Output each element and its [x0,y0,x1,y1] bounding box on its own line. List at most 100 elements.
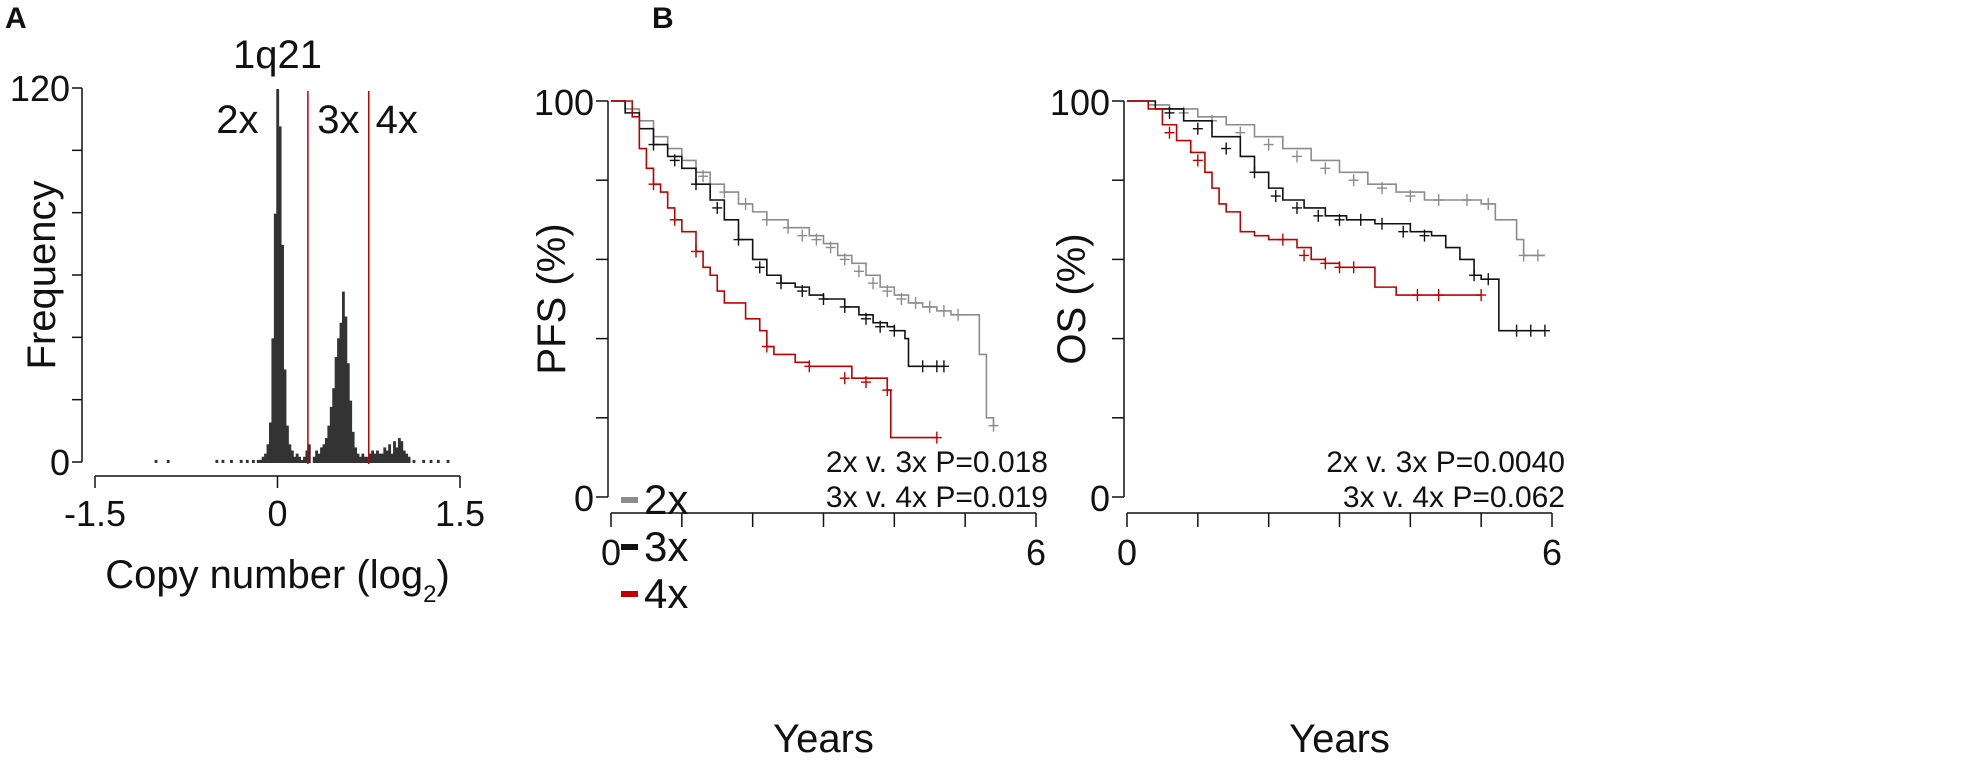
y-tick-label: 0 [50,442,70,483]
histogram-bar [405,453,409,463]
histogram-bar [337,338,340,463]
histogram-bar [278,126,282,464]
histogram-bar [359,456,362,463]
p-value-label: 3x v. 4x P=0.062 [1343,481,1565,514]
histogram-bar [261,456,265,463]
histogram-bar [356,453,360,463]
x-tick-label: 6 [1542,532,1562,573]
x-axis-title: Years [773,717,874,760]
histogram-bar [276,89,280,463]
histogram-bar [312,456,316,463]
legend-label-3x: 3x [644,523,688,570]
copy-number-label: 2x [216,98,258,142]
histogram-bar [397,438,401,463]
legend-label-4x: 4x [644,570,688,617]
y-tick-label: 0 [1090,478,1110,519]
copy-number-label: 3x [317,98,359,142]
histogram-bar [264,453,267,463]
km-curve-2x [1127,100,1545,257]
histogram-bar [256,459,260,463]
histogram-bar [283,369,287,463]
histogram-bar [295,453,299,463]
histogram-bar [351,431,355,463]
histogram-bar [400,441,404,463]
histogram-bar [215,459,219,463]
histogram-bars [154,89,450,464]
x-tick-label: 0 [267,493,287,534]
histogram-bar [320,447,323,463]
histogram-bar [245,459,249,463]
km-curve-3x [1127,100,1545,332]
histogram-axes: -1.5 0 1.5 0 120 [10,68,485,534]
histogram-bar [305,450,309,463]
histogram-bar [446,459,450,463]
histogram-bar [380,453,384,463]
km-curve-4x [611,100,937,439]
histogram-bar [303,456,306,463]
histogram-bar [388,444,392,463]
histogram-bar [349,400,353,463]
y-tick-label: 0 [574,478,594,519]
histogram-bar [259,459,263,463]
histogram-bar [361,453,365,463]
histogram-bar [385,450,389,463]
histogram-bar [154,459,158,463]
histogram-bar [402,450,406,463]
histogram-bar [290,450,294,463]
y-tick-label: 120 [10,68,70,109]
histogram-bar [429,459,433,463]
histogram-bar [436,459,440,463]
histogram-bar [327,425,331,463]
y-axis-title: OS (%) [1050,233,1094,364]
histogram-bar [273,213,277,463]
histogram-bar [286,425,289,463]
histogram-bar [230,459,233,463]
histogram-bar [332,388,336,463]
km-curve-3x [611,100,944,368]
histogram-bar [268,422,272,463]
y-tick-label: 100 [534,82,594,123]
histogram-bar [322,444,326,463]
x-axis-title: Years [1289,717,1390,760]
histogram-bar [354,447,357,463]
histogram-bar [334,357,338,463]
histogram-bar [307,444,311,463]
histogram-bar [371,450,375,463]
histogram-bar [329,406,333,463]
histogram-bar [376,450,379,463]
histogram-bar [251,459,255,463]
histogram-bar [378,453,382,463]
copy-number-thresholds [307,91,370,464]
histogram-bar [390,453,394,463]
histogram-bar [366,456,370,463]
histogram-bar [239,459,243,463]
histogram-bar [407,456,411,463]
histogram-bar [293,456,297,463]
histogram-bar [315,450,319,463]
panel-a-letter: A [5,2,27,35]
histogram-bar [298,456,302,463]
histogram-labels: 1q21 2x 3x 4x Frequency Copy number (log2) [20,33,450,608]
histogram-bar [344,316,348,463]
legend-label-2x: 2x [644,476,688,523]
x-tick-label: 6 [1026,532,1046,573]
x-tick-label: 0 [1117,532,1137,573]
histogram-bar [383,447,387,463]
histogram-bar [324,438,328,463]
histogram-bar [266,444,270,463]
histogram-bar [339,322,343,463]
histogram-bar [288,444,292,463]
histogram-bar [368,453,372,463]
histogram-title: 1q21 [233,33,322,77]
histogram-bar [412,459,416,463]
x-tick-label: 0 [601,532,621,573]
x-axis-title: Copy number (log2) [105,553,450,608]
histogram-bar [317,453,321,463]
histogram-bar [346,363,350,463]
y-axis-title: Frequency [20,181,64,370]
histogram-bar [166,459,170,463]
km-curve-4x [1127,100,1482,296]
p-value-label: 2x v. 3x P=0.018 [826,446,1048,479]
